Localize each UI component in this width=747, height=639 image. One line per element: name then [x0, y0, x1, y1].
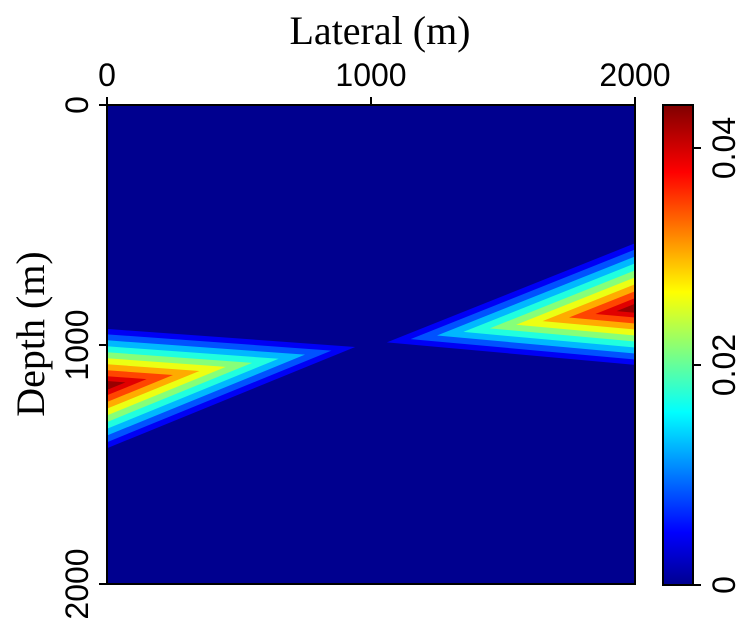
wedge-0-level-9	[107, 381, 126, 390]
heatmap	[107, 105, 635, 584]
x-axis-label: Lateral (m)	[290, 8, 471, 53]
heatmap-wedges	[107, 243, 635, 449]
wedge-1-level-9	[616, 303, 635, 313]
x-axis	[106, 97, 636, 105]
colorbar: 0 0.02 0.04	[662, 104, 742, 594]
x-tick-label-2: 2000	[599, 57, 670, 93]
x-tick-label-0: 0	[98, 57, 116, 93]
wedge-0-level-8	[107, 376, 147, 396]
y-tick-label-0: 0	[59, 96, 95, 114]
wedge-1-level-8	[595, 298, 635, 318]
y-tick-label-1: 1000	[59, 309, 95, 380]
y-tick-label-2: 2000	[59, 548, 95, 619]
x-tick-label-1: 1000	[335, 57, 406, 93]
y-axis-label: Depth (m)	[8, 251, 53, 417]
y-axis	[99, 104, 107, 585]
colorbar-tick-label-2: 0.04	[706, 117, 742, 179]
colorbar-gradient	[662, 104, 694, 586]
colorbar-tick-label-0: 0	[706, 576, 742, 594]
colorbar-tick-label-1: 0.02	[706, 334, 742, 396]
